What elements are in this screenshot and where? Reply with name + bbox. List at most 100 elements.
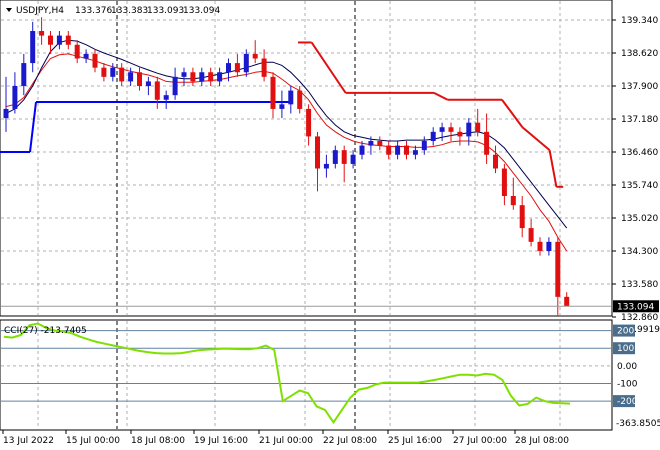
candle-body [484,131,490,155]
candle-body [555,241,561,297]
candle-body [421,141,427,151]
candle-body [528,228,534,242]
time-tick-label: 27 Jul 00:00 [453,436,507,446]
candle-body [341,150,347,164]
candle-body [208,72,214,82]
candle-body [368,141,374,146]
cci-grid [1,321,611,429]
time-tick-label: 13 Jul 2022 [3,436,54,446]
chart-header: USDJPY,H4 133.376 133.383 133.093 133.09… [6,6,220,16]
time-tick-label: 15 Jul 00:00 [66,436,120,446]
moving-average-navy [5,39,568,229]
header-close: 133.094 [183,6,220,16]
candle-body [92,53,98,68]
time-axis: 13 Jul 2022 15 Jul 00:00 18 Jul 08:00 19 Ju… [2,430,569,446]
candle-body [466,122,472,137]
price-tick-label: 133.580 [621,280,658,290]
candle-body [297,90,303,109]
cci-bottom-value: -363.8505 [616,419,660,429]
candle-body [217,72,223,82]
trailing-stop-line [548,149,558,188]
candle-body [564,296,570,307]
candle-body [226,63,231,73]
candle-body [288,90,294,105]
cci-level-tag [613,324,635,337]
cci-label: CCI(27) -213.7405 [4,326,87,336]
candle-body [350,154,356,164]
candle-body [457,131,463,137]
candle-body [493,154,498,169]
candle-body [261,58,267,77]
candle-body [110,67,116,77]
candle-body [163,95,169,100]
price-axis: 139.340 138.620 137.900 137.180 136.460 135.7… [1,16,659,323]
candle-body [172,76,178,96]
candle-body [315,136,320,169]
candle-body [83,53,89,59]
cci-panel[interactable]: CCI(27) -213.7405 [0,319,613,431]
candle-body [154,81,160,100]
time-tick-label: 19 Jul 16:00 [194,436,248,446]
support-line [29,101,37,153]
candle-body [475,122,481,132]
candle-body [359,145,365,155]
price-tick-label: 137.180 [621,115,658,125]
cci-level-label: -100 [617,379,638,389]
price-grid [1,1,611,315]
time-tick-label: 22 Jul 08:00 [323,436,377,446]
price-tick-label: 132.860 [621,313,658,323]
candle-body [30,31,36,64]
cci-level-label: 100 [617,344,634,354]
candle-body [377,141,383,146]
candle-body [448,127,454,132]
price-tick-label: 134.300 [621,247,658,257]
price-tick-label: 137.900 [621,82,658,92]
trailing-stop-line [310,41,347,94]
candle-body [430,131,436,141]
candle-body [190,72,196,82]
candle-body [234,63,240,73]
candle-body [101,67,107,77]
candle-body [145,81,151,86]
candle-body [439,127,445,132]
price-tick-label: 139.340 [621,16,658,26]
candle-body [137,72,142,86]
cci-top-value: 259.9919 [617,325,660,335]
price-tick-label: 138.620 [621,49,658,59]
candle-body [412,150,418,155]
candle-body [252,53,258,59]
candle-body [386,145,392,155]
candle-body [501,168,507,196]
candle-body [306,108,312,137]
cci-level-label: -200 [617,397,638,407]
cci-level-label: 0.00 [617,362,637,372]
cci-level-tag [613,395,635,408]
candle-body [128,72,134,82]
candle-body [199,72,205,82]
current-price-label: 133.094 [617,302,654,312]
candle-body [181,72,187,77]
cci-line [3,322,571,425]
candle-body [279,104,285,109]
candle-body [243,53,249,73]
time-tick-label: 25 Jul 16:00 [388,436,442,446]
moving-average-red [5,53,568,252]
price-panel[interactable] [0,0,613,317]
dropdown-triangle-icon[interactable] [6,8,12,12]
cci-panel-frame [0,319,613,431]
candle-body [74,44,80,59]
cci-level-tag [613,342,635,355]
candle-body [270,76,276,109]
candle-body [546,241,552,251]
candle-body [395,145,401,155]
candle-body [21,63,27,86]
candle-body [323,163,329,169]
candle-body [332,150,338,164]
candle-body [48,35,53,45]
price-tick-label: 135.020 [621,214,658,224]
candle-body [537,241,543,251]
candle-body [65,35,71,45]
cci-marks [3,322,571,425]
current-price-tag [613,300,659,313]
